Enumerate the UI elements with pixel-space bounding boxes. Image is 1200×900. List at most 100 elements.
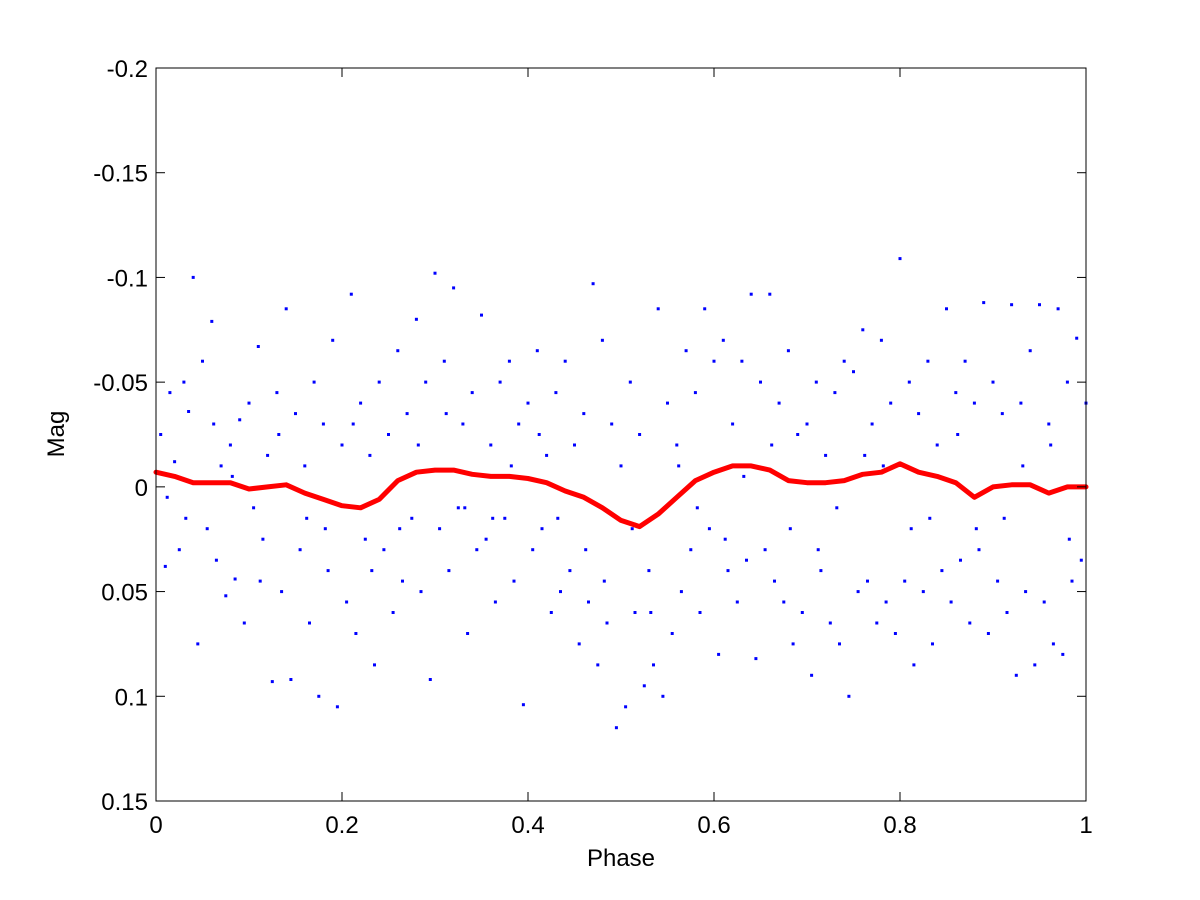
scatter-point-13 — [219, 464, 223, 468]
scatter-point-153 — [870, 422, 874, 426]
scatter-point-181 — [1000, 412, 1004, 416]
x-axis-label: Phase — [587, 845, 655, 872]
scatter-point-215 — [863, 453, 867, 457]
scatter-point-136 — [791, 642, 795, 646]
scatter-point-101 — [628, 380, 632, 384]
scatter-point-74 — [503, 516, 507, 520]
scatter-point-213 — [770, 443, 774, 447]
scatter-point-40 — [345, 600, 349, 604]
scatter-point-164 — [921, 590, 925, 594]
scatter-point-204 — [351, 422, 355, 426]
scatter-point-152 — [866, 579, 869, 583]
scatter-point-104 — [642, 684, 646, 688]
scatter-point-89 — [573, 443, 576, 447]
scatter-point-96 — [605, 621, 609, 625]
scatter-point-103 — [638, 433, 642, 436]
scatter-point-148 — [847, 694, 851, 698]
scatter-point-117 — [703, 307, 707, 311]
scatter-point-110 — [670, 632, 674, 635]
scatter-point-163 — [917, 412, 921, 416]
scatter-point-150 — [856, 590, 860, 594]
scatter-point-191 — [1047, 422, 1051, 426]
scatter-point-214 — [816, 548, 820, 552]
scatter-point-222 — [277, 433, 281, 436]
scatter-point-107 — [656, 307, 660, 311]
scatter-point-175 — [972, 401, 976, 405]
scatter-point-28 — [289, 678, 293, 681]
scatter-point-198 — [1079, 558, 1083, 562]
scatter-point-22 — [261, 537, 265, 541]
scatter-point-105 — [647, 569, 651, 573]
scatter-point-227 — [509, 464, 513, 468]
scatter-point-156 — [884, 600, 888, 604]
scatter-point-211 — [677, 464, 681, 468]
scatter-point-55 — [414, 317, 418, 321]
scatter-point-143 — [824, 453, 828, 457]
scatter-point-225 — [416, 443, 420, 447]
y-tick-label: 0.15 — [101, 789, 148, 816]
scatter-point-169 — [945, 307, 948, 311]
scatter-point-131 — [768, 292, 772, 296]
scatter-point-24 — [270, 680, 274, 684]
scatter-point-0 — [159, 433, 163, 436]
scatter-point-145 — [833, 391, 837, 395]
scatter-point-18 — [242, 621, 246, 625]
scatter-point-135 — [786, 349, 790, 353]
scatter-point-82 — [540, 527, 544, 531]
scatter-point-3 — [173, 460, 177, 464]
scatter-point-233 — [788, 527, 792, 531]
scatter-point-75 — [507, 359, 511, 363]
scatter-point-98 — [614, 726, 618, 730]
scatter-point-130 — [763, 548, 767, 552]
scatter-point-67 — [470, 391, 474, 395]
scatter-point-20 — [252, 506, 256, 510]
scatter-point-102 — [633, 611, 637, 614]
scatter-point-189 — [1038, 303, 1041, 307]
scatter-point-180 — [996, 579, 1000, 583]
scatter-point-97 — [610, 422, 614, 426]
y-tick-label: -0.05 — [93, 370, 148, 397]
scatter-point-27 — [284, 307, 288, 311]
scatter-point-114 — [689, 548, 693, 552]
scatter-point-26 — [280, 590, 284, 594]
scatter-point-229 — [602, 579, 606, 583]
scatter-point-184 — [1014, 673, 1018, 677]
x-tick-label: 0.2 — [325, 812, 358, 839]
scatter-point-29 — [294, 412, 297, 416]
scatter-point-140 — [810, 673, 814, 677]
scatter-point-123 — [731, 422, 735, 426]
axis-ticks: 0 0.2 0.4 0.6 0.8 1 -0.2 -0.15 -0.1 -0.05 0 0.05 0.1… — [93, 56, 1092, 839]
scatter-point-83 — [545, 453, 549, 457]
scatter-point-59 — [433, 271, 437, 275]
scatter-point-31 — [303, 464, 307, 468]
scatter-point-192 — [1051, 642, 1055, 646]
scatter-point-218 — [1002, 516, 1006, 520]
scatter-point-238 — [1021, 464, 1025, 468]
scatter-point-179 — [991, 380, 995, 384]
scatter-point-220 — [184, 516, 188, 520]
scatter-point-68 — [475, 548, 479, 552]
scatter-point-73 — [498, 380, 502, 384]
scatter-point-207 — [491, 516, 495, 520]
scatter-point-111 — [675, 443, 679, 447]
scatter-point-183 — [1010, 303, 1014, 307]
scatter-point-32 — [308, 621, 311, 625]
scatter-point-79 — [526, 401, 530, 405]
scatter-point-138 — [800, 611, 804, 614]
scatter-point-65 — [461, 422, 465, 426]
x-tick-label: 0 — [149, 812, 162, 839]
scatter-point-12 — [214, 558, 218, 562]
y-tick-label: 0.1 — [115, 684, 148, 711]
x-tick-label: 0.4 — [511, 812, 544, 839]
scatter-point-42 — [354, 632, 358, 635]
scatter-point-149 — [852, 370, 855, 374]
scatter-point-121 — [721, 338, 725, 342]
scatter-point-37 — [331, 338, 335, 342]
scatter-point-115 — [693, 391, 697, 395]
scatter-point-72 — [493, 600, 497, 604]
scatter-point-124 — [735, 600, 739, 604]
scatter-point-108 — [661, 694, 665, 698]
scatter-point-7 — [191, 275, 195, 279]
scatter-point-77 — [517, 422, 521, 426]
scatter-point-193 — [1056, 307, 1060, 311]
